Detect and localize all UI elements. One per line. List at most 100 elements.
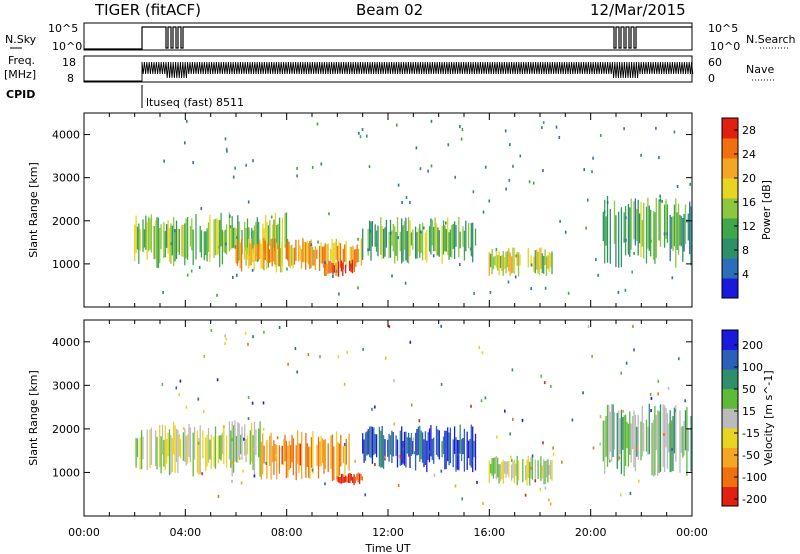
echo-noise-point bbox=[236, 236, 238, 239]
echo-noise-point bbox=[542, 441, 544, 445]
echo-noise-point bbox=[174, 229, 176, 233]
echo-noise-point bbox=[678, 357, 680, 361]
echo-noise-point bbox=[310, 243, 313, 247]
echo-noise-point bbox=[210, 328, 213, 332]
freq-tick-high: 18 bbox=[62, 56, 76, 69]
echo-noise-point bbox=[229, 214, 231, 218]
echo-noise-point bbox=[251, 401, 254, 405]
echo-noise-point bbox=[182, 426, 185, 430]
echo-noise-point bbox=[440, 382, 443, 386]
echo-noise-point bbox=[555, 125, 558, 129]
echo-noise-point bbox=[484, 165, 487, 169]
nave-tick-high: 60 bbox=[708, 56, 722, 69]
echo-noise-point bbox=[231, 438, 233, 442]
nsearch-tick-low: 10^0 bbox=[710, 40, 740, 53]
echo-noise-point bbox=[599, 442, 601, 446]
nsky-label: N.Sky bbox=[5, 33, 37, 46]
y-tick-label: 4000 bbox=[52, 129, 80, 142]
echo-noise-point bbox=[540, 374, 543, 378]
echo-noise-point bbox=[470, 404, 472, 408]
echo-noise-point bbox=[622, 409, 624, 413]
echo-noise-point bbox=[505, 187, 507, 191]
echo-noise-point bbox=[587, 198, 589, 202]
echo-noise-point bbox=[583, 168, 585, 172]
echo-noise-point bbox=[366, 134, 368, 138]
echo-noise-point bbox=[218, 245, 221, 249]
echo-noise-point bbox=[608, 459, 611, 463]
echo-noise-point bbox=[397, 484, 400, 487]
echo-noise-point bbox=[286, 267, 288, 271]
y-tick-label: 4000 bbox=[52, 336, 80, 349]
echo-noise-point bbox=[224, 137, 227, 141]
echo-noise-point bbox=[521, 418, 524, 422]
velocity-colorbar: 200 100 50 15 -15 -50 -100 -200 bbox=[721, 329, 767, 507]
echo-noise-point bbox=[287, 362, 289, 366]
echo-noise-point bbox=[567, 291, 570, 295]
echo-noise-point bbox=[457, 453, 460, 457]
echo-noise-point bbox=[362, 347, 364, 351]
echo-noise-point bbox=[440, 469, 443, 473]
title-center: Beam 02 bbox=[356, 1, 423, 19]
echo-noise-point bbox=[368, 165, 371, 169]
echo-noise-point bbox=[186, 273, 189, 277]
echo-noise-point bbox=[571, 418, 574, 422]
echo-noise-point bbox=[544, 486, 547, 490]
echo-noise-point bbox=[552, 452, 555, 456]
x-tick-label: 08:00 bbox=[271, 526, 303, 539]
echo-noise-point bbox=[617, 290, 620, 294]
echo-noise-point bbox=[161, 382, 164, 386]
echo-noise-point bbox=[504, 409, 506, 413]
echo-noise-point bbox=[482, 502, 484, 505]
echo-noise-point bbox=[236, 273, 238, 277]
echo-noise-point bbox=[539, 488, 542, 492]
echo-noise-point bbox=[414, 451, 416, 455]
echo-noise-point bbox=[162, 291, 164, 294]
echo-noise-point bbox=[528, 180, 531, 184]
colorbar-tick-label: 100 bbox=[742, 361, 763, 374]
echo-noise-point bbox=[296, 167, 298, 170]
echo-noise-point bbox=[324, 261, 326, 264]
echo-noise-point bbox=[393, 379, 395, 383]
echo-noise-point bbox=[524, 493, 527, 497]
echo-noise-point bbox=[346, 350, 348, 354]
echo-noise-point bbox=[337, 355, 340, 359]
echo-noise-point bbox=[676, 185, 679, 188]
echo-noise-point bbox=[243, 437, 245, 441]
echo-noise-point bbox=[357, 286, 359, 290]
nave-tick-low: 0 bbox=[708, 72, 715, 85]
echo-noise-point bbox=[270, 215, 273, 219]
power-colorbar: 4 8 12 16 20 24 28 bbox=[721, 117, 756, 299]
echo-noise-point bbox=[276, 436, 279, 440]
echo-noise-point bbox=[316, 122, 319, 126]
echo-noise-point bbox=[459, 125, 461, 129]
echo-noise-point bbox=[217, 494, 220, 498]
echo-noise-point bbox=[473, 291, 475, 295]
echo-noise-point bbox=[624, 288, 627, 292]
echo-noise-point bbox=[534, 479, 537, 483]
echo-noise-point bbox=[510, 458, 513, 462]
echo-noise-point bbox=[412, 437, 415, 441]
echo-noise-point bbox=[478, 346, 480, 349]
colorbar-segment bbox=[722, 466, 738, 487]
colorbar-tick-label: 12 bbox=[742, 220, 756, 233]
echo-noise-point bbox=[170, 242, 172, 246]
echo-noise-point bbox=[657, 379, 660, 383]
echo-noise-point bbox=[252, 335, 254, 339]
echo-noise-point bbox=[625, 361, 628, 365]
colorbar-tick-label: 4 bbox=[742, 268, 749, 281]
y-tick-label: 3000 bbox=[52, 379, 80, 392]
echo-noise-point bbox=[367, 248, 369, 252]
x-tick-label: 16:00 bbox=[473, 526, 505, 539]
echo-noise-point bbox=[178, 393, 180, 397]
colorbar-tick-label: 8 bbox=[742, 244, 749, 257]
echo-noise-point bbox=[659, 194, 661, 198]
echo-noise-point bbox=[332, 274, 334, 278]
echo-noise-point bbox=[481, 351, 484, 355]
echo-noise-point bbox=[410, 403, 413, 407]
echo-noise-point bbox=[531, 454, 534, 458]
echo-noise-point bbox=[409, 201, 411, 204]
cpid-label: CPID bbox=[6, 88, 35, 101]
nsky-tick-low: 10^0 bbox=[52, 40, 82, 53]
colorbar-tick-label: 20 bbox=[742, 172, 756, 185]
y-tick-label: 1000 bbox=[52, 466, 80, 479]
